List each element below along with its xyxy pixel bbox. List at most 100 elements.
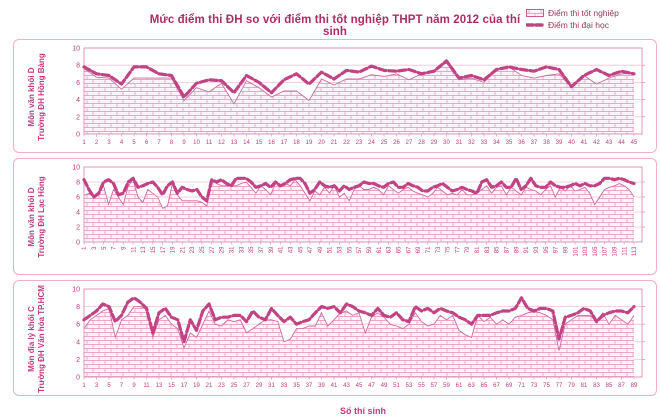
svg-text:79: 79	[568, 383, 575, 389]
svg-text:75: 75	[446, 246, 452, 253]
y-axis-title-lac-hong: Môn văn khối D Trường ĐH Lạc Hồng	[14, 162, 60, 272]
svg-text:11: 11	[131, 246, 137, 253]
svg-text:49: 49	[318, 246, 324, 253]
svg-text:33: 33	[281, 383, 288, 389]
svg-text:2: 2	[76, 225, 80, 232]
svg-text:51: 51	[328, 246, 334, 253]
svg-text:31: 31	[456, 140, 463, 146]
svg-text:42: 42	[593, 140, 600, 146]
svg-text:11: 11	[206, 140, 213, 146]
svg-text:35: 35	[249, 246, 255, 253]
line-series	[82, 59, 636, 99]
svg-text:53: 53	[338, 246, 344, 253]
dashed-line-swatch-icon	[526, 23, 544, 27]
svg-text:10: 10	[193, 140, 200, 146]
svg-text:101: 101	[573, 246, 579, 257]
svg-text:79: 79	[465, 246, 471, 253]
svg-text:61: 61	[456, 383, 463, 389]
svg-text:32: 32	[468, 140, 475, 146]
svg-text:6: 6	[76, 80, 80, 87]
svg-text:91: 91	[524, 246, 530, 253]
chart-header: Mức điểm thi ĐH so với điểm thi tốt nghi…	[0, 3, 660, 39]
svg-text:111: 111	[622, 246, 628, 256]
svg-text:69: 69	[416, 246, 422, 253]
svg-text:93: 93	[534, 246, 540, 253]
svg-text:44: 44	[618, 140, 625, 146]
svg-text:5: 5	[107, 383, 111, 389]
svg-text:83: 83	[485, 246, 491, 253]
svg-text:6: 6	[76, 195, 80, 202]
page-title: Mức điểm thi ĐH so với điểm thi tốt nghi…	[149, 14, 521, 38]
y-axis-title-line2: Trường ĐH Lạc Hồng	[37, 176, 46, 258]
svg-text:2: 2	[76, 114, 80, 121]
svg-text:29: 29	[431, 140, 438, 146]
svg-text:49: 49	[381, 383, 388, 389]
svg-text:38: 38	[543, 140, 550, 146]
svg-text:0: 0	[76, 375, 80, 382]
svg-text:30: 30	[443, 140, 450, 146]
svg-text:8: 8	[76, 180, 80, 187]
svg-text:89: 89	[514, 246, 520, 253]
svg-text:10: 10	[72, 46, 80, 53]
area-series	[84, 179, 634, 242]
svg-text:5: 5	[102, 246, 108, 250]
svg-text:23: 23	[218, 383, 225, 389]
svg-text:53: 53	[406, 383, 413, 389]
svg-text:21: 21	[331, 140, 338, 146]
svg-text:37: 37	[531, 140, 538, 146]
y-axis-title-line1: Môn văn khối D	[27, 187, 36, 247]
x-axis-title: Số thí sinh	[340, 406, 386, 416]
legend-item-dai-hoc: Điểm thi đại học	[526, 20, 654, 30]
svg-text:15: 15	[256, 140, 263, 146]
panel-van-hoa: Môn địa lý khối C Trường ĐH Văn hóa TP.H…	[13, 280, 657, 396]
svg-text:9: 9	[182, 140, 186, 146]
svg-text:10: 10	[72, 165, 80, 172]
svg-text:27: 27	[243, 383, 250, 389]
svg-text:3: 3	[92, 246, 98, 250]
svg-text:9: 9	[121, 246, 127, 250]
chart-area-hong-bang: 0 2 4 6 8 10 1 2 3 4 5 6 7 8 9 10 11 12 13 14 15 16 17 18 19 20 21…	[60, 43, 654, 150]
y-axis-title-line2: Trường ĐH Văn hóa TP.HCM	[37, 284, 46, 393]
svg-text:87: 87	[505, 246, 511, 253]
svg-text:1: 1	[82, 246, 88, 250]
svg-text:37: 37	[306, 383, 313, 389]
svg-text:4: 4	[76, 210, 80, 217]
legend: Điểm thi tốt nghiệp Điểm thi đại học	[526, 5, 654, 30]
svg-text:0: 0	[76, 240, 80, 247]
svg-text:47: 47	[308, 246, 314, 253]
svg-text:73: 73	[436, 246, 442, 253]
svg-text:59: 59	[367, 246, 373, 253]
svg-text:13: 13	[231, 140, 238, 146]
svg-text:25: 25	[381, 140, 388, 146]
panel-lac-hong: Môn văn khối D Trường ĐH Lạc Hồng 0 2 4 6 8 1…	[13, 158, 657, 275]
legend-label: Điểm thi đại học	[548, 20, 609, 30]
svg-text:4: 4	[76, 339, 80, 346]
svg-text:28: 28	[418, 140, 425, 146]
svg-text:13: 13	[156, 383, 163, 389]
svg-text:31: 31	[268, 383, 275, 389]
svg-text:3: 3	[95, 383, 99, 389]
svg-text:43: 43	[606, 140, 613, 146]
svg-text:22: 22	[343, 140, 350, 146]
y-axis-title-line1: Môn địa lý khối C	[27, 305, 36, 372]
svg-text:39: 39	[318, 383, 325, 389]
chart-area-van-hoa: 0 2 4 6 8 10 1 3 5 7 9 11 13 15 17 19 21 23 25 27 29 31 33 35 37…	[60, 284, 654, 393]
svg-text:17: 17	[281, 140, 288, 146]
svg-text:77: 77	[556, 383, 563, 389]
svg-text:25: 25	[200, 246, 206, 253]
pattern-area-swatch-icon	[526, 9, 544, 17]
svg-text:77: 77	[455, 246, 461, 253]
svg-text:41: 41	[581, 140, 588, 146]
chart-footer: Số thí sinh	[0, 401, 660, 417]
svg-text:19: 19	[306, 140, 313, 146]
svg-text:113: 113	[632, 246, 638, 256]
svg-text:57: 57	[431, 383, 438, 389]
svg-text:99: 99	[563, 246, 569, 253]
svg-text:34: 34	[493, 140, 500, 146]
svg-text:29: 29	[256, 383, 263, 389]
svg-text:6: 6	[76, 322, 80, 329]
svg-text:85: 85	[606, 383, 613, 389]
svg-text:61: 61	[377, 246, 383, 253]
